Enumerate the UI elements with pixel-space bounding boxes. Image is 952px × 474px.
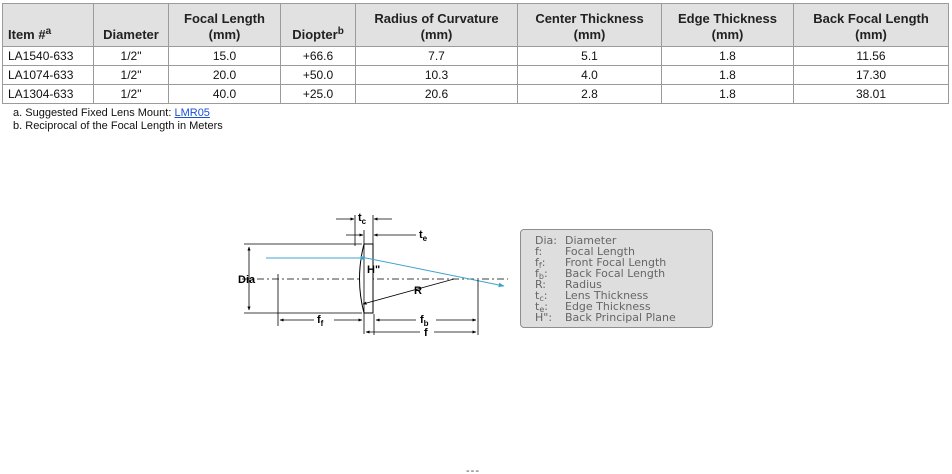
radius-label: R bbox=[414, 285, 422, 297]
cell-back-focal-length: 11.56 bbox=[793, 46, 949, 66]
footnote-marker: a. bbox=[13, 107, 23, 119]
table-header-row: Item #a Diameter Focal Length (mm) Diopte… bbox=[2, 3, 949, 47]
footnote-a: a. Suggested Fixed Lens Mount: LMR05 bbox=[13, 107, 223, 120]
dia-label: Dia bbox=[238, 274, 256, 286]
legend-row: ff: Front Focal Length bbox=[535, 256, 667, 270]
header-item: Item #a bbox=[2, 3, 94, 47]
lens-diagram: R Dia tc te H" ff fb f bbox=[238, 212, 508, 339]
table-row: LA1074-633 1/2" 20.0 +50.0 10.3 4.0 1.8 … bbox=[2, 65, 949, 85]
cell-center-thickness: 4.0 bbox=[517, 65, 662, 85]
footnote-marker: b. bbox=[13, 120, 23, 132]
legend-row: f: Focal Length bbox=[535, 245, 635, 258]
legend-row: R: Radius bbox=[535, 278, 602, 291]
cell-diopter: +25.0 bbox=[280, 84, 356, 104]
header-radius: Radius of Curvature (mm) bbox=[355, 3, 518, 47]
page-marker: --- bbox=[466, 466, 480, 474]
f-label: f bbox=[424, 327, 428, 339]
legend-row: H": Back Principal Plane bbox=[535, 311, 676, 324]
cell-diopter: +66.6 bbox=[280, 46, 356, 66]
cell-item: LA1074-633 bbox=[2, 65, 94, 85]
legend-row: Dia: Diameter bbox=[535, 234, 617, 247]
cell-focal-length: 40.0 bbox=[168, 84, 281, 104]
cell-item: LA1540-633 bbox=[2, 46, 94, 66]
footnotes: a. Suggested Fixed Lens Mount: LMR05 b. … bbox=[13, 107, 223, 133]
cell-radius: 20.6 bbox=[355, 84, 518, 104]
tc-label: tc bbox=[358, 212, 367, 226]
legend-row: te: Edge Thickness bbox=[535, 300, 651, 314]
cell-back-focal-length: 17.30 bbox=[793, 65, 949, 85]
te-label: te bbox=[419, 229, 428, 243]
lens-spec-table: Item #a Diameter Focal Length (mm) Diopte… bbox=[2, 3, 949, 104]
ff-label: ff bbox=[317, 314, 324, 328]
cell-diameter: 1/2" bbox=[93, 84, 169, 104]
header-edge-thickness: Edge Thickness (mm) bbox=[661, 3, 794, 47]
cell-diameter: 1/2" bbox=[93, 65, 169, 85]
cell-diopter: +50.0 bbox=[280, 65, 356, 85]
plano-convex-lens bbox=[359, 243, 374, 314]
table-row: LA1304-633 1/2" 40.0 +25.0 20.6 2.8 1.8 … bbox=[2, 84, 949, 104]
diagram-legend: Dia: Diameter f: Focal Length ff: Front Foc… bbox=[520, 229, 713, 328]
cell-center-thickness: 2.8 bbox=[517, 84, 662, 104]
cell-focal-length: 20.0 bbox=[168, 65, 281, 85]
principal-plane-label: H" bbox=[367, 264, 380, 276]
header-diopter: Diopterb bbox=[280, 3, 356, 47]
cell-edge-thickness: 1.8 bbox=[661, 65, 794, 85]
cell-item: LA1304-633 bbox=[2, 84, 94, 104]
footnote-b: b. Reciprocal of the Focal Length in Met… bbox=[13, 120, 223, 133]
lmr05-link[interactable]: LMR05 bbox=[174, 107, 210, 119]
fb-label: fb bbox=[420, 314, 429, 328]
radius-line bbox=[362, 278, 455, 305]
header-back-focal-length: Back Focal Length (mm) bbox=[793, 3, 949, 47]
cell-edge-thickness: 1.8 bbox=[661, 84, 794, 104]
header-focal-length: Focal Length (mm) bbox=[168, 3, 281, 47]
legend-row: fb: Back Focal Length bbox=[535, 267, 666, 281]
cell-focal-length: 15.0 bbox=[168, 46, 281, 66]
cell-edge-thickness: 1.8 bbox=[661, 46, 794, 66]
cell-radius: 10.3 bbox=[355, 65, 518, 85]
table-row: LA1540-633 1/2" 15.0 +66.6 7.7 5.1 1.8 1… bbox=[2, 46, 949, 66]
refracted-ray bbox=[365, 257, 505, 288]
cell-back-focal-length: 38.01 bbox=[793, 84, 949, 104]
header-center-thickness: Center Thickness (mm) bbox=[517, 3, 662, 47]
header-diameter: Diameter bbox=[93, 3, 169, 47]
footnote-text: Reciprocal of the Focal Length in Meters bbox=[25, 120, 223, 132]
cell-diameter: 1/2" bbox=[93, 46, 169, 66]
cell-center-thickness: 5.1 bbox=[517, 46, 662, 66]
legend-row: tc: Lens Thickness bbox=[535, 289, 649, 303]
footnote-text: Suggested Fixed Lens Mount: bbox=[25, 107, 172, 119]
cell-radius: 7.7 bbox=[355, 46, 518, 66]
